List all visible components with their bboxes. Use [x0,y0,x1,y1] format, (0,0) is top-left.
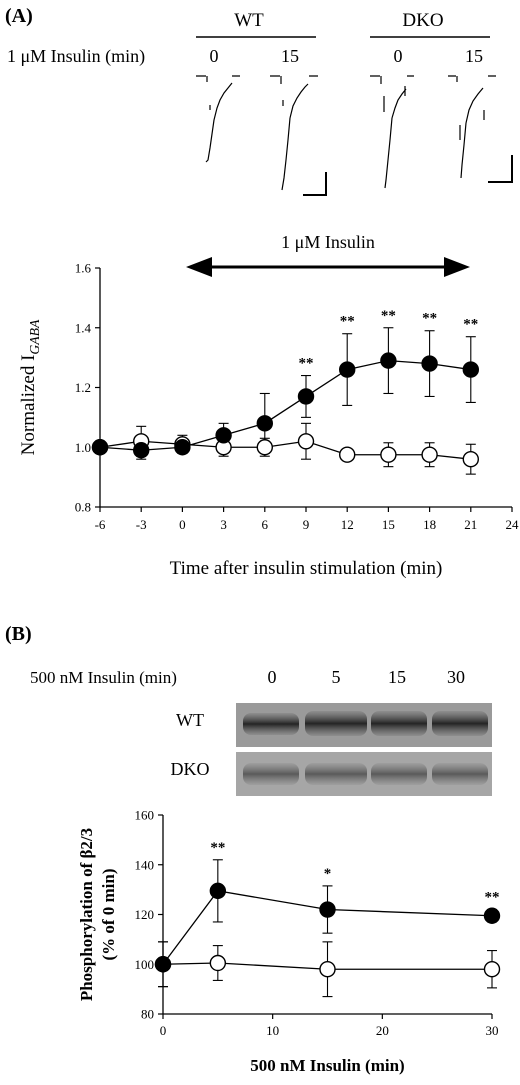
insulin-condition-label: 1 μM Insulin (min) [7,46,145,67]
x-tick-label: 9 [303,517,310,532]
series-filled-point [297,388,315,405]
significance-mark: ** [463,317,478,333]
series-open-point [319,961,336,978]
blot-time-0: 0 [268,667,277,687]
series-filled-point [462,361,479,378]
trace-time-dko-0: 0 [394,46,403,66]
y-tick-label: 80 [141,1007,154,1022]
x-tick-label: 20 [376,1023,389,1038]
x-tick-label: 12 [341,517,354,532]
series-open-line [162,962,492,970]
series-open-point [483,961,501,978]
trace-wt-0 [196,75,240,163]
x-tick-label: 6 [262,517,269,532]
series-filled-point [154,956,172,973]
blot-condition-label: 500 nM Insulin (min) [30,668,177,687]
significance-mark: ** [381,308,396,324]
y-tick-label: 1.2 [75,380,91,395]
scale-bar-dko [488,155,513,183]
y-tick-label: 120 [135,907,155,922]
series-open-point [209,954,227,972]
x-tick-label: 18 [423,517,436,532]
x-tick-label: -6 [95,517,106,532]
insulin-arrow-label: 1 μM Insulin [281,232,375,252]
series-open-point [380,446,397,463]
chart-a-igaba-time-course: 0.8 1.0 1.2 1.4 1.6 -6 -3 0 3 6 9 12 15 18 21 24 ** ** ** *… [18,261,519,580]
series-filled-point [215,427,232,444]
x-tick-label: 15 [382,517,395,532]
significance-mark: ** [210,840,225,856]
y-tick-label: 160 [135,808,155,823]
significance-mark: ** [299,356,314,372]
y-tick-label: 1.4 [75,320,92,335]
x-tick-label: 0 [179,517,186,532]
trace-dko-0 [370,75,414,189]
series-open-line [99,440,471,460]
series-filled-point [256,415,273,432]
series-filled-line [99,359,471,451]
x-tick-label: 21 [464,517,477,532]
y-tick-label: 1.6 [75,261,92,276]
x-tick-label: 3 [220,517,227,532]
x-tick-label: -3 [136,517,147,532]
significance-mark: ** [340,314,355,330]
scale-bar-wt [303,172,327,196]
significance-mark: ** [485,890,500,906]
y-tick-label: 1.0 [75,440,91,455]
group-label-wt: WT [234,10,264,31]
x-axis-title: 500 nM Insulin (min) [250,1056,404,1075]
series-filled-point [421,355,438,372]
x-tick-label: 10 [266,1023,279,1038]
series-open-point [421,446,438,463]
y-tick-label: 0.8 [75,500,91,515]
x-tick-label: 0 [160,1023,167,1038]
series-open-point [256,439,273,456]
series-open-point [297,433,315,450]
insulin-arrow-head-left [186,257,212,277]
series-filled-point [174,439,191,456]
western-blot-dko [236,752,492,796]
series-filled-point [319,901,336,918]
trace-wt-15 [270,75,318,191]
trace-time-wt-15: 15 [281,46,299,66]
series-filled-line [162,890,493,965]
series-filled-point [483,907,501,924]
y-axis-title: Phosphorylation of β2/3 [77,828,96,1001]
x-tick-label: 30 [486,1023,499,1038]
series-open-point [462,451,479,468]
western-blot-wt [236,703,492,747]
series-filled-point [209,882,227,900]
series-open-point [339,446,356,463]
trace-dko-15 [448,75,496,179]
trace-time-wt-0: 0 [210,46,219,66]
x-tick-label: 24 [506,517,520,532]
y-tick-label: 100 [135,957,155,972]
blot-time-15: 15 [388,667,406,687]
series-filled-point [132,442,150,459]
y-axis-title: Normalized IGABA [18,319,42,455]
current-traces [196,75,496,191]
blot-row-label-dko: DKO [171,759,210,779]
blot-row-label-wt: WT [176,710,204,730]
series-filled-point [380,352,397,369]
y-tick-label: 140 [135,857,155,872]
y-axis-title-subscript: GABA [27,319,42,355]
blot-time-5: 5 [332,667,341,687]
insulin-arrow-head-right [444,257,470,277]
trace-time-dko-15: 15 [465,46,483,66]
panel-b-label: (B) [5,623,32,645]
x-axis-title: Time after insulin stimulation (min) [170,558,443,579]
series-filled-point [339,361,356,378]
significance-mark: ** [422,311,437,327]
panel-a-label: (A) [5,5,33,27]
group-label-dko: DKO [402,10,443,31]
y-axis-title-line2: (% of 0 min) [99,868,118,960]
series-filled-point [91,439,109,456]
blot-time-30: 30 [447,667,465,687]
significance-mark: * [324,866,332,882]
